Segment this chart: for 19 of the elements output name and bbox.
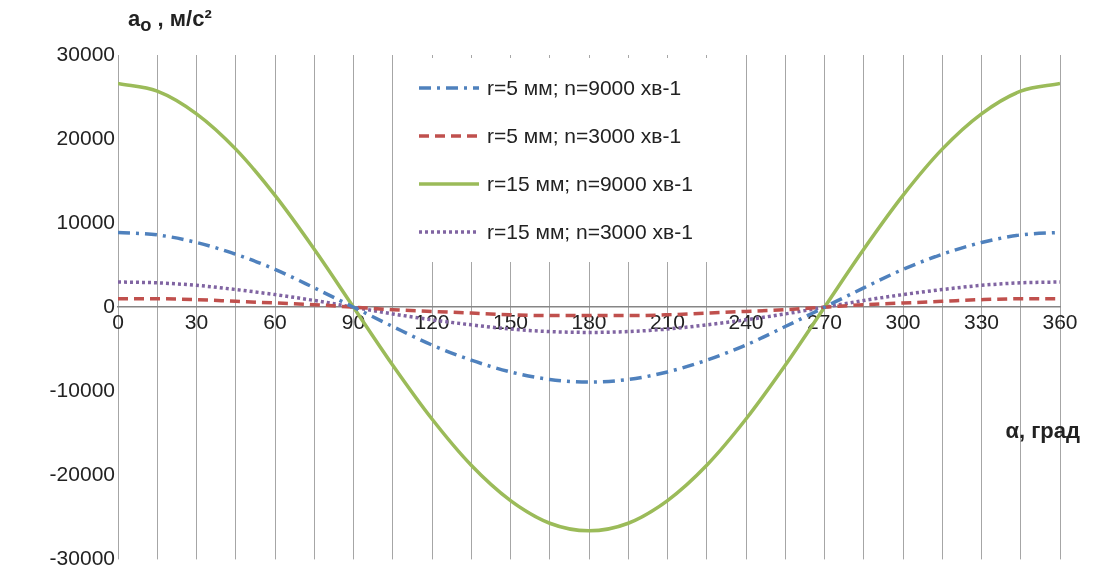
- legend-label: r=5 мм; n=3000 хв-1: [487, 124, 682, 148]
- x-tick-label: 240: [728, 309, 764, 333]
- x-tick-label: 300: [885, 309, 921, 333]
- legend-label: r=5 мм; n=9000 хв-1: [487, 76, 682, 100]
- x-tick-label: 30: [184, 309, 209, 333]
- y-tick-label: 30000: [56, 41, 115, 65]
- y-tick-label: -20000: [49, 462, 115, 486]
- y-tick-label: 0: [103, 294, 115, 317]
- y-tick-label: -10000: [49, 378, 115, 402]
- x-tick-label: 330: [963, 309, 1000, 333]
- y-axis-title: a$_{o}$ , м/с²: [128, 6, 212, 37]
- y-tick-label: 20000: [56, 125, 115, 149]
- y-tick-label: -30000: [49, 546, 115, 570]
- x-tick-label: 60: [263, 309, 287, 333]
- x-axis-title: α, град: [1005, 418, 1080, 444]
- legend-label: r=15 мм; n=3000 хв-1: [487, 220, 693, 244]
- legend-label: r=15 мм; n=9000 хв-1: [487, 172, 693, 196]
- x-tick-label: 360: [1042, 309, 1078, 333]
- y-tick-label: 10000: [56, 209, 115, 233]
